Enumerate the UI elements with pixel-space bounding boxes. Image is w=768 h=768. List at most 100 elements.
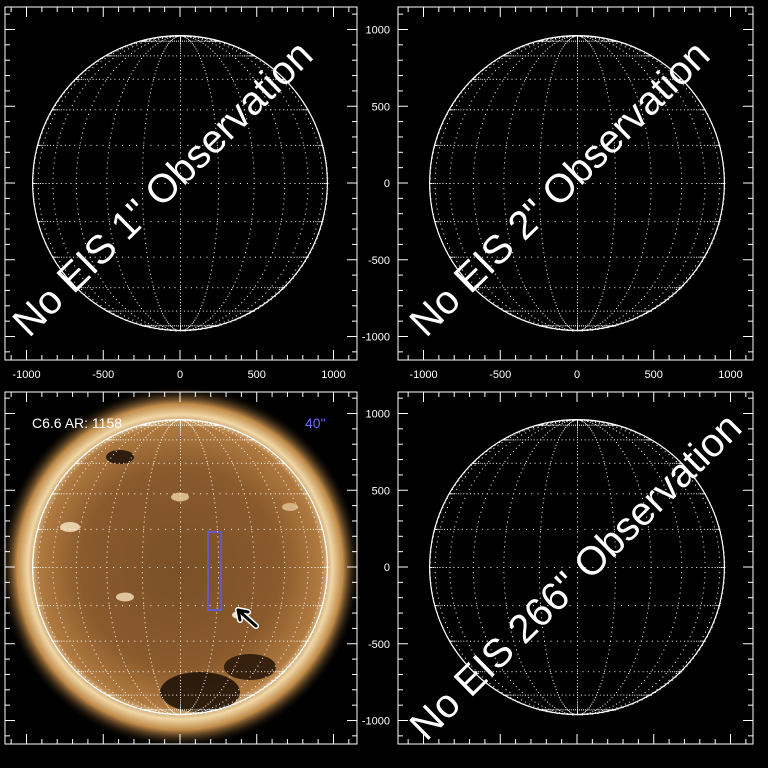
grid-dot — [299, 233, 301, 235]
grid-dot — [505, 305, 507, 307]
grid-dot — [245, 113, 247, 115]
grid-dot — [577, 157, 578, 159]
grid-dot — [138, 60, 140, 62]
grid-dot — [127, 310, 129, 312]
grid-dot — [602, 73, 604, 75]
grid-dot — [60, 256, 62, 258]
grid-dot — [124, 699, 126, 701]
grid-dot — [66, 256, 68, 258]
grid-dot — [227, 679, 229, 681]
grid-dot — [507, 78, 509, 80]
grid-dot — [180, 480, 181, 482]
grid-dot — [217, 546, 219, 548]
grid-dot — [180, 281, 181, 283]
grid-dot — [223, 42, 225, 44]
grid-dot — [210, 273, 212, 275]
grid-dot — [237, 310, 239, 312]
grid-dot — [134, 315, 136, 317]
grid-dot — [543, 113, 545, 115]
grid-dot — [38, 556, 40, 558]
grid-dot — [134, 434, 136, 436]
grid-dot — [147, 261, 149, 263]
grid-dot — [607, 92, 609, 94]
grid-dot — [538, 183, 540, 184]
grid-dot — [283, 193, 285, 195]
grid-dot — [699, 223, 701, 225]
grid-dot — [153, 76, 155, 78]
grid-dot — [624, 319, 626, 321]
grid-dot — [160, 40, 162, 42]
grid-dot — [150, 661, 152, 663]
grid-dot — [631, 84, 633, 86]
grid-dot — [607, 183, 609, 184]
grid-dot — [315, 221, 317, 223]
x-tick-label: 1000 — [321, 369, 345, 381]
grid-dot — [225, 256, 227, 258]
grid-dot — [599, 221, 601, 223]
grid-dot — [462, 118, 464, 120]
grid-dot — [611, 118, 613, 120]
grid-dot — [138, 305, 140, 307]
grid-dot — [194, 430, 196, 432]
grid-dot — [650, 177, 652, 179]
grid-dot — [573, 40, 575, 42]
grid-dot — [141, 188, 143, 190]
grid-dot — [172, 325, 174, 327]
grid-dot — [543, 109, 545, 111]
grid-dot — [47, 502, 49, 504]
grid-dot — [149, 325, 151, 327]
grid-dot — [481, 292, 483, 294]
grid-dot — [573, 310, 575, 312]
grid-dot — [285, 144, 287, 146]
grid-dot — [591, 221, 593, 223]
grid-dot — [69, 109, 71, 111]
grid-dot — [52, 577, 54, 579]
grid-dot — [143, 223, 145, 225]
grid-dot — [594, 52, 596, 54]
grid-dot — [301, 612, 303, 614]
grid-dot — [203, 450, 205, 452]
grid-dot — [312, 247, 314, 249]
grid-dot — [669, 113, 671, 115]
grid-dot — [557, 310, 559, 312]
solar-feature — [224, 654, 276, 680]
grid-dot — [577, 261, 578, 263]
grid-dot — [708, 183, 710, 184]
grid-dot — [517, 183, 519, 184]
grid-dot — [59, 261, 61, 263]
grid-dot — [703, 167, 705, 169]
grid-dot — [93, 265, 95, 267]
grid-dot — [717, 157, 719, 159]
grid-dot — [624, 70, 626, 72]
grid-dot — [525, 221, 527, 223]
grid-dot — [514, 50, 516, 52]
grid-dot — [702, 208, 704, 210]
grid-dot — [212, 645, 214, 647]
grid-dot — [577, 269, 578, 271]
grid-dot — [557, 40, 559, 42]
grid-dot — [622, 323, 624, 325]
grid-dot — [49, 144, 51, 146]
grid-dot — [640, 55, 642, 57]
grid-dot — [111, 310, 113, 312]
grid-dot — [457, 256, 459, 258]
grid-dot — [208, 324, 210, 326]
grid-dot — [117, 645, 119, 647]
grid-dot — [623, 55, 625, 57]
grid-dot — [457, 233, 459, 235]
grid-dot — [174, 37, 176, 39]
grid-dot — [180, 421, 181, 423]
grid-dot — [156, 299, 158, 301]
grid-dot — [203, 183, 205, 184]
grid-dot — [565, 323, 567, 325]
grid-dot — [209, 88, 211, 90]
grid-dot — [563, 44, 565, 46]
grid-dot — [295, 221, 297, 223]
grid-dot — [169, 420, 171, 422]
grid-dot — [77, 669, 79, 671]
grid-dot — [136, 705, 138, 707]
grid-dot — [39, 144, 41, 146]
grid-dot — [255, 691, 257, 693]
x-tick-label: -1000 — [409, 369, 437, 381]
grid-dot — [563, 321, 565, 323]
